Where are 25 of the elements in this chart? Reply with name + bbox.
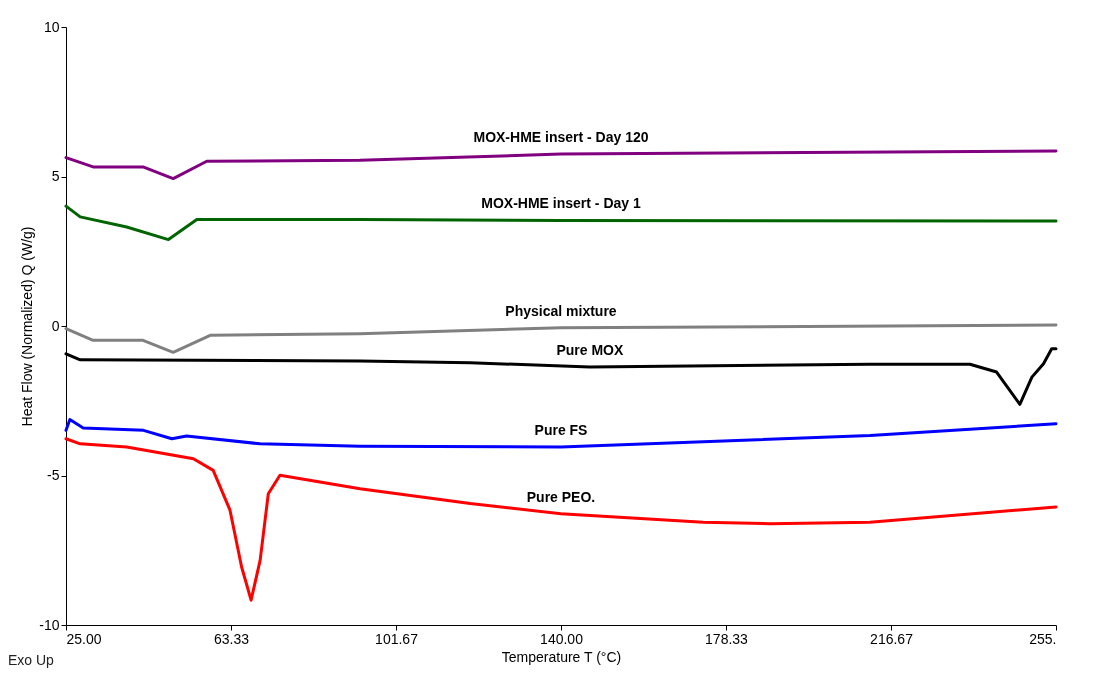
x-tick-label: 140.00 — [540, 630, 584, 647]
y-tick-label: -10 — [39, 616, 60, 633]
x-tick-label: 25.00 — [66, 630, 102, 647]
y-tick-label: 5 — [51, 168, 60, 184]
series-label: Pure FS — [534, 422, 588, 439]
series-label: MOX-HME insert - Day 120 — [473, 129, 649, 146]
text: Exo Up — [8, 652, 54, 668]
x-tick-label: 101.67 — [375, 630, 419, 647]
y-tick-label: 0 — [51, 317, 60, 334]
x-tick-label: 178.33 — [705, 630, 749, 647]
series-label: Pure MOX — [556, 341, 624, 358]
y-tick-label: -5 — [47, 467, 60, 483]
line-series — [64, 437, 1058, 602]
x-tick-label: 63.33 — [213, 630, 250, 647]
series-label: Pure PEO. — [526, 488, 596, 505]
y-tick-label: 10 — [43, 18, 60, 35]
line-series — [64, 418, 1058, 449]
x-tick-label: 255. — [1029, 630, 1057, 647]
x-axis-title: Temperature T (°C) — [501, 648, 622, 665]
x-tick-label: 216.67 — [870, 630, 914, 647]
line-series — [64, 149, 1058, 181]
series-label: MOX-HME insert - Day 1 — [481, 195, 641, 212]
series-label: Physical mixture — [505, 302, 617, 319]
y-axis-title: Heat Flow (Normalized) Q (W/g) — [19, 226, 36, 427]
line-series — [64, 323, 1058, 354]
